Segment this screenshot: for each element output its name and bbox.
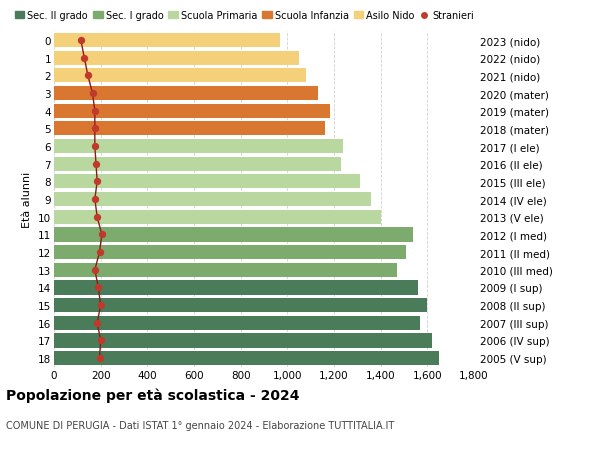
Bar xyxy=(54,316,421,330)
Bar xyxy=(54,87,317,101)
Bar xyxy=(54,281,418,295)
Point xyxy=(90,125,100,133)
Y-axis label: Età alunni: Età alunni xyxy=(22,172,32,228)
Bar xyxy=(54,122,325,136)
Bar xyxy=(54,157,341,172)
Point xyxy=(94,284,103,291)
Bar xyxy=(54,51,299,66)
Point xyxy=(92,179,102,186)
Bar xyxy=(54,69,306,83)
Text: COMUNE DI PERUGIA - Dati ISTAT 1° gennaio 2024 - Elaborazione TUTTITALIA.IT: COMUNE DI PERUGIA - Dati ISTAT 1° gennai… xyxy=(6,420,394,430)
Bar xyxy=(54,351,439,365)
Point xyxy=(88,90,97,97)
Bar xyxy=(54,140,343,154)
Point xyxy=(90,143,100,151)
Point xyxy=(76,37,86,45)
Text: Popolazione per età scolastica - 2024: Popolazione per età scolastica - 2024 xyxy=(6,388,299,403)
Point xyxy=(90,196,100,203)
Bar xyxy=(54,34,280,48)
Bar xyxy=(54,263,397,277)
Bar xyxy=(54,105,331,118)
Point xyxy=(92,319,102,327)
Point xyxy=(97,231,107,239)
Bar xyxy=(54,246,406,260)
Bar xyxy=(54,298,427,313)
Legend: Sec. II grado, Sec. I grado, Scuola Primaria, Scuola Infanzia, Asilo Nido, Stran: Sec. II grado, Sec. I grado, Scuola Prim… xyxy=(11,7,478,25)
Bar xyxy=(54,175,359,189)
Point xyxy=(92,213,102,221)
Point xyxy=(96,337,106,344)
Point xyxy=(95,249,104,256)
Point xyxy=(83,73,92,80)
Point xyxy=(90,267,100,274)
Bar xyxy=(54,193,371,207)
Point xyxy=(80,55,89,62)
Point xyxy=(91,161,101,168)
Point xyxy=(95,355,104,362)
Bar xyxy=(54,334,432,348)
Point xyxy=(96,302,106,309)
Point xyxy=(90,108,100,115)
Bar xyxy=(54,228,413,242)
Bar xyxy=(54,210,380,224)
